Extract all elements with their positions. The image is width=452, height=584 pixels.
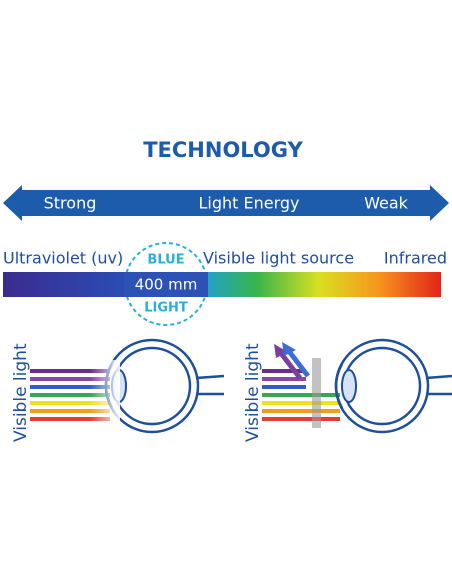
stripe [30, 393, 110, 397]
stripe [262, 401, 340, 405]
stripe [30, 369, 110, 373]
energy-center: Light Energy [198, 194, 299, 213]
stripe [262, 377, 306, 381]
energy-strong: Strong [44, 194, 97, 213]
light-stripes [262, 369, 340, 421]
badge-band [124, 272, 208, 297]
energy-weak: Weak [364, 194, 409, 213]
stripe [30, 417, 110, 421]
eye [104, 338, 225, 434]
spectrum-left: Ultraviolet (uv) [3, 249, 123, 268]
eye [334, 338, 452, 434]
stripe [262, 417, 340, 421]
stripe [262, 409, 340, 413]
panel-label: Visible light [243, 343, 263, 442]
stripe [30, 409, 110, 413]
title: TECHNOLOGY [143, 138, 303, 162]
badge-mid: 400 mm [135, 276, 198, 294]
energy-arrow [3, 185, 449, 221]
stripe [30, 385, 110, 389]
filter-lens [312, 358, 321, 428]
stripe [262, 385, 306, 389]
stripe [30, 401, 110, 405]
spectrum-center: Visible light source [203, 249, 354, 268]
stripe [262, 393, 340, 397]
panel-label: Visible light [11, 343, 31, 442]
stripe [30, 377, 110, 381]
reflected-arrows [274, 342, 310, 380]
spectrum-bar [3, 272, 441, 297]
stripe [262, 369, 306, 373]
badge-top: BLUE [147, 253, 184, 268]
light-stripes [30, 369, 110, 421]
fade [90, 360, 120, 426]
badge-bottom: LIGHT [144, 301, 188, 316]
spectrum-right: Infrared [384, 249, 447, 268]
